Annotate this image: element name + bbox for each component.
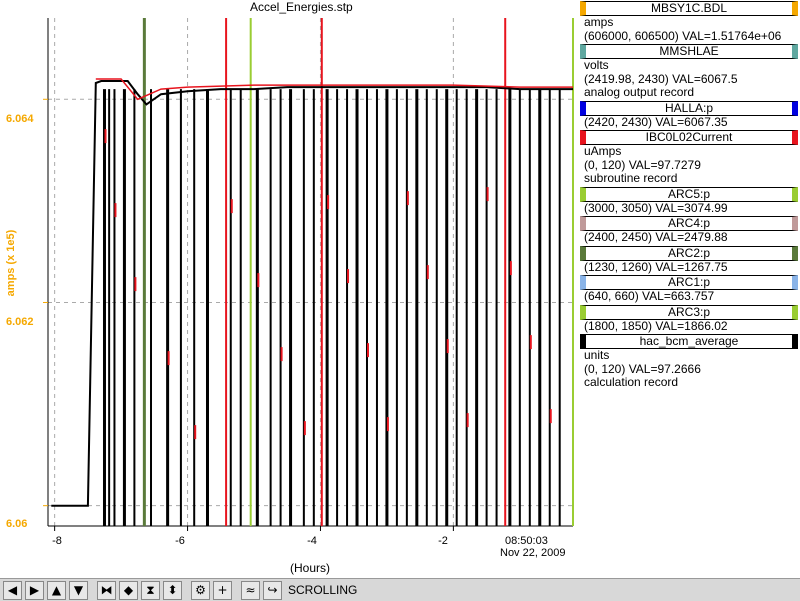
legend-entry[interactable]: ARC1:p (640, 660) VAL=663.757 bbox=[578, 275, 800, 304]
status-text: SCROLLING bbox=[288, 583, 358, 597]
y-tick-label: 6.064 bbox=[6, 113, 34, 125]
arrow-right-icon: ▶ bbox=[29, 583, 40, 597]
zoom-in-horizontal-icon: ⧓ bbox=[100, 583, 113, 597]
x-tick-label: -4 bbox=[307, 535, 317, 547]
legend-box[interactable]: MMSHLAE bbox=[580, 44, 798, 59]
zoom-out-vertical-icon: ⬍ bbox=[167, 583, 178, 597]
end-time-label: 08:50:03 bbox=[505, 535, 548, 547]
y-axis-label: amps (x 1e5) bbox=[5, 229, 17, 297]
legend: MBSY1C.BDL amps (606000, 606500) VAL=1.517… bbox=[578, 0, 800, 390]
x-axis-label: (Hours) bbox=[290, 561, 331, 575]
x-tick-label: -6 bbox=[175, 535, 185, 547]
toolbar-buttons: ◀ ▶ ▲ ▼ ⧓ ◆ ⧗ ⬍ ⚙ + ≈ ↪ bbox=[0, 580, 282, 600]
legend-box[interactable]: HALLA:p bbox=[580, 100, 798, 116]
arrow-down-icon: ▼ bbox=[73, 583, 84, 597]
legend-text: (640, 660) VAL=663.757 bbox=[584, 289, 715, 303]
arrow-right-button[interactable]: ▶ bbox=[25, 580, 44, 600]
legend-box[interactable]: ARC1:p bbox=[580, 275, 798, 290]
chart-title: Accel_Energies.stp bbox=[250, 0, 353, 14]
legend-text: (0, 120) VAL=97.2666 bbox=[584, 361, 701, 376]
legend-text: units bbox=[584, 348, 610, 362]
legend-box[interactable]: ARC4:p bbox=[580, 216, 798, 231]
legend-entry[interactable]: ARC2:p (1230, 1260) VAL=1267.75 bbox=[578, 245, 800, 275]
legend-text: (2400, 2450) VAL=2479.88 bbox=[584, 230, 728, 244]
toolbar-separator bbox=[232, 581, 238, 600]
legend-entry[interactable]: hac_bcm_average units (0, 120) VAL=97.2666… bbox=[578, 334, 800, 390]
legend-text: (0, 120) VAL=97.7279 bbox=[584, 157, 701, 172]
legend-text: amps bbox=[584, 15, 614, 29]
arrow-up-button[interactable]: ▲ bbox=[47, 580, 66, 600]
toolbar: ◀ ▶ ▲ ▼ ⧓ ◆ ⧗ ⬍ ⚙ + ≈ ↪ SCROLLING bbox=[0, 578, 800, 601]
toolbar-separator bbox=[182, 581, 188, 600]
legend-text: calculation record bbox=[584, 375, 679, 389]
legend-entry[interactable]: ARC3:p (1800, 1850) VAL=1866.02 bbox=[578, 304, 800, 334]
legend-text: (2419.98, 2430) VAL=6067.5 bbox=[584, 71, 738, 86]
legend-text: (1230, 1260) VAL=1267.75 bbox=[584, 259, 728, 274]
zoom-in-vertical-button[interactable]: ⧗ bbox=[141, 580, 160, 600]
legend-text: (1800, 1850) VAL=1866.02 bbox=[584, 318, 728, 333]
legend-text: subroutine record bbox=[584, 171, 678, 185]
legend-text: analog output record bbox=[584, 85, 695, 99]
end-date-label: Nov 22, 2009 bbox=[500, 547, 566, 559]
legend-text: (2420, 2430) VAL=6067.35 bbox=[584, 114, 728, 129]
legend-box[interactable]: IBC0L02Current bbox=[580, 130, 798, 145]
scroll-button[interactable]: ↪ bbox=[263, 580, 282, 600]
legend-box[interactable]: ARC3:p bbox=[580, 304, 798, 320]
legend-text: (606000, 606500) VAL=1.51764e+06 bbox=[584, 28, 782, 43]
legend-box[interactable]: ARC5:p bbox=[580, 186, 798, 202]
legend-entry[interactable]: HALLA:p (2420, 2430) VAL=6067.35 bbox=[578, 100, 800, 130]
config-button[interactable]: ⚙ bbox=[191, 580, 210, 600]
series-line bbox=[51, 80, 573, 507]
legend-box[interactable]: MBSY1C.BDL bbox=[580, 1, 798, 16]
legend-entry[interactable]: MMSHLAE volts (2419.98, 2430) VAL=6067.5 an… bbox=[578, 44, 800, 100]
zoom-out-horizontal-button[interactable]: ◆ bbox=[119, 580, 138, 600]
legend-text: volts bbox=[584, 58, 609, 72]
add-button[interactable]: + bbox=[213, 580, 232, 600]
y-tick-label: 6.06 bbox=[6, 518, 28, 530]
zoom-in-vertical-icon: ⧗ bbox=[146, 582, 155, 597]
arrow-up-icon: ▲ bbox=[51, 583, 62, 597]
arrow-left-button[interactable]: ◀ bbox=[3, 580, 22, 600]
series-line bbox=[95, 78, 573, 101]
undo-icon: ≈ bbox=[245, 583, 256, 597]
zoom-out-horizontal-icon: ◆ bbox=[123, 583, 134, 597]
legend-entry[interactable]: IBC0L02Current uAmps (0, 120) VAL=97.7279 s… bbox=[578, 130, 800, 186]
arrow-down-button[interactable]: ▼ bbox=[69, 580, 88, 600]
legend-entry[interactable]: MBSY1C.BDL amps (606000, 606500) VAL=1.517… bbox=[578, 1, 800, 43]
zoom-in-horizontal-button[interactable]: ⧓ bbox=[97, 580, 116, 600]
x-tick-label: -2 bbox=[438, 535, 448, 547]
legend-box[interactable]: hac_bcm_average bbox=[580, 334, 798, 349]
x-tick-label: -8 bbox=[52, 535, 62, 547]
zoom-out-vertical-button[interactable]: ⬍ bbox=[163, 580, 182, 600]
chart-plot bbox=[43, 18, 574, 531]
config-icon: ⚙ bbox=[195, 583, 206, 597]
legend-box[interactable]: ARC2:p bbox=[580, 245, 798, 261]
legend-text: (3000, 3050) VAL=3074.99 bbox=[584, 200, 728, 215]
legend-text: uAmps bbox=[584, 144, 622, 158]
scroll-icon: ↪ bbox=[267, 583, 278, 597]
legend-entry[interactable]: ARC4:p (2400, 2450) VAL=2479.88 bbox=[578, 216, 800, 245]
add-icon: + bbox=[217, 583, 228, 597]
y-tick-label: 6.062 bbox=[6, 316, 34, 328]
arrow-left-icon: ◀ bbox=[7, 583, 18, 597]
toolbar-separator bbox=[88, 581, 94, 600]
undo-button[interactable]: ≈ bbox=[241, 580, 260, 600]
legend-entry[interactable]: ARC5:p (3000, 3050) VAL=3074.99 bbox=[578, 186, 800, 216]
